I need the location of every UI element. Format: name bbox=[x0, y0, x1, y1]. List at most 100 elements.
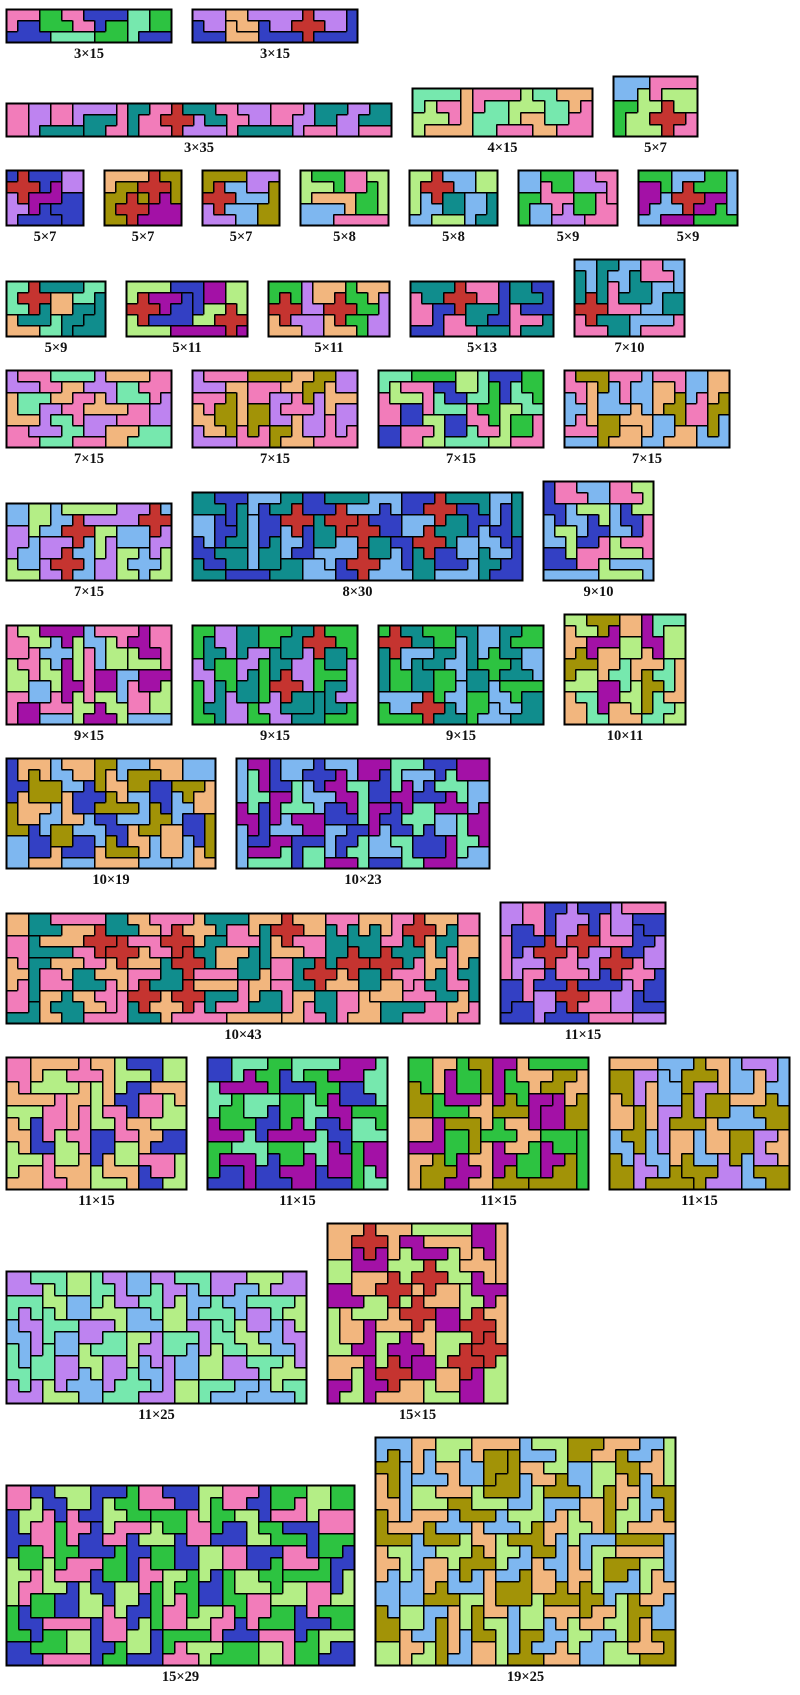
tiling-svg bbox=[267, 280, 391, 338]
puzzle-label: 7×15 bbox=[445, 451, 476, 467]
tiling-svg bbox=[191, 369, 359, 449]
puzzle-label: 10×11 bbox=[606, 728, 644, 744]
puzzle-label: 10×19 bbox=[92, 872, 130, 888]
tiling-svg bbox=[5, 102, 393, 138]
puzzle-figure: 7×15 bbox=[563, 369, 731, 468]
puzzle-label: 7×10 bbox=[614, 340, 645, 356]
puzzle-label: 3×15 bbox=[73, 46, 104, 62]
puzzle-label: 5×7 bbox=[33, 229, 57, 245]
tiling-row: 5×9 5×11 5×11 5×13 7×10 bbox=[5, 258, 800, 357]
tiling-svg bbox=[326, 1222, 509, 1405]
puzzle-label: 4×15 bbox=[487, 140, 518, 156]
puzzle-label: 10×23 bbox=[344, 872, 382, 888]
tiling-svg bbox=[191, 624, 359, 726]
puzzle-label: 11×15 bbox=[279, 1193, 316, 1209]
tiling-row: 3×15 3×15 bbox=[5, 8, 800, 63]
puzzle-figure: 11×15 bbox=[499, 901, 667, 1044]
puzzle-figure: 9×10 bbox=[542, 480, 655, 601]
puzzle-figure: 5×7 bbox=[103, 169, 183, 246]
tiling-svg bbox=[206, 1056, 389, 1191]
tiling-svg bbox=[409, 280, 555, 338]
puzzle-label: 3×15 bbox=[259, 46, 290, 62]
tiling-svg bbox=[5, 8, 173, 44]
puzzle-figure: 9×15 bbox=[377, 624, 545, 745]
puzzle-label: 5×8 bbox=[442, 229, 465, 245]
puzzle-label: 5×7 bbox=[229, 229, 253, 245]
puzzle-label: 9×15 bbox=[73, 728, 104, 744]
tiling-row: 10×19 10×23 bbox=[5, 757, 800, 889]
puzzle-figure: 8×30 bbox=[191, 491, 524, 601]
tiling-svg bbox=[612, 75, 699, 138]
tiling-svg bbox=[5, 1270, 308, 1405]
tiling-row: 3×35 4×15 5×7 bbox=[5, 75, 800, 157]
puzzle-figure: 7×15 bbox=[5, 369, 173, 468]
puzzle-label: 15×15 bbox=[398, 1407, 437, 1423]
puzzle-figure: 4×15 bbox=[411, 87, 594, 157]
puzzle-label: 7×15 bbox=[73, 584, 104, 600]
tiling-svg bbox=[191, 8, 359, 44]
puzzle-label: 5×11 bbox=[172, 340, 202, 356]
tiling-svg bbox=[5, 1484, 356, 1667]
puzzle-label: 5×9 bbox=[676, 229, 700, 245]
puzzle-label: 5×8 bbox=[333, 229, 356, 245]
tiling-svg bbox=[103, 169, 183, 227]
puzzle-label: 15×29 bbox=[161, 1669, 200, 1685]
tiling-svg bbox=[374, 1436, 677, 1667]
puzzle-figure: 10×19 bbox=[5, 757, 217, 889]
puzzle-figure: 5×9 bbox=[517, 169, 619, 246]
puzzle-label: 5×11 bbox=[314, 340, 344, 356]
puzzle-figure: 5×9 bbox=[5, 280, 107, 357]
puzzle-figure: 7×10 bbox=[573, 258, 686, 357]
tiling-svg bbox=[542, 480, 655, 582]
puzzle-figure: 5×8 bbox=[408, 169, 499, 246]
puzzle-figure: 5×7 bbox=[612, 75, 699, 157]
tiling-svg bbox=[377, 369, 545, 449]
tiling-row: 5×7 5×7 5×7 5×8 5×8 5×9 5×9 bbox=[5, 169, 800, 246]
puzzle-figure: 9×15 bbox=[191, 624, 359, 745]
tiling-svg bbox=[563, 613, 687, 726]
tiling-svg bbox=[125, 280, 249, 338]
tiling-svg bbox=[5, 369, 173, 449]
tiling-svg bbox=[637, 169, 739, 227]
puzzle-label: 9×15 bbox=[259, 728, 290, 744]
puzzle-figure: 7×15 bbox=[377, 369, 545, 468]
puzzle-label: 5×7 bbox=[131, 229, 155, 245]
puzzle-label: 9×10 bbox=[583, 584, 614, 600]
tiling-svg bbox=[5, 624, 173, 726]
puzzle-figure: 5×13 bbox=[409, 280, 555, 357]
tiling-svg bbox=[411, 87, 594, 138]
puzzle-figure: 5×7 bbox=[201, 169, 281, 246]
tiling-row: 15×29 19×25 bbox=[5, 1436, 800, 1686]
puzzle-figure: 5×7 bbox=[5, 169, 85, 246]
puzzle-figure: 3×15 bbox=[191, 8, 359, 63]
puzzle-figure: 5×9 bbox=[637, 169, 739, 246]
puzzle-figure: 10×23 bbox=[235, 757, 491, 889]
puzzle-label: 8×30 bbox=[342, 584, 373, 600]
puzzle-figure: 10×11 bbox=[563, 613, 687, 745]
puzzle-figure: 3×35 bbox=[5, 102, 393, 157]
tiling-svg bbox=[517, 169, 619, 227]
puzzle-figure: 19×25 bbox=[374, 1436, 677, 1686]
puzzle-label: 11×15 bbox=[681, 1193, 718, 1209]
tiling-svg bbox=[5, 912, 481, 1025]
tiling-svg bbox=[407, 1056, 590, 1191]
puzzle-figure: 9×15 bbox=[5, 624, 173, 745]
puzzle-figure: 5×8 bbox=[299, 169, 390, 246]
tiling-svg bbox=[5, 1056, 188, 1191]
puzzle-figure: 11×15 bbox=[608, 1056, 791, 1210]
puzzle-figure: 5×11 bbox=[267, 280, 391, 357]
puzzle-label: 9×15 bbox=[445, 728, 476, 744]
puzzle-label: 7×15 bbox=[631, 451, 662, 467]
puzzle-label: 10×43 bbox=[224, 1027, 262, 1043]
puzzle-label: 19×25 bbox=[506, 1669, 545, 1685]
tiling-svg bbox=[5, 502, 173, 582]
puzzle-figure: 11×15 bbox=[5, 1056, 188, 1210]
tiling-svg bbox=[235, 757, 491, 870]
puzzle-figure: 11×15 bbox=[206, 1056, 389, 1210]
tiling-svg bbox=[191, 491, 524, 582]
tiling-svg bbox=[563, 369, 731, 449]
tiling-row: 10×43 11×15 bbox=[5, 901, 800, 1044]
tiling-row: 9×15 9×15 9×15 10×11 bbox=[5, 613, 800, 745]
puzzle-figure: 15×29 bbox=[5, 1484, 356, 1686]
